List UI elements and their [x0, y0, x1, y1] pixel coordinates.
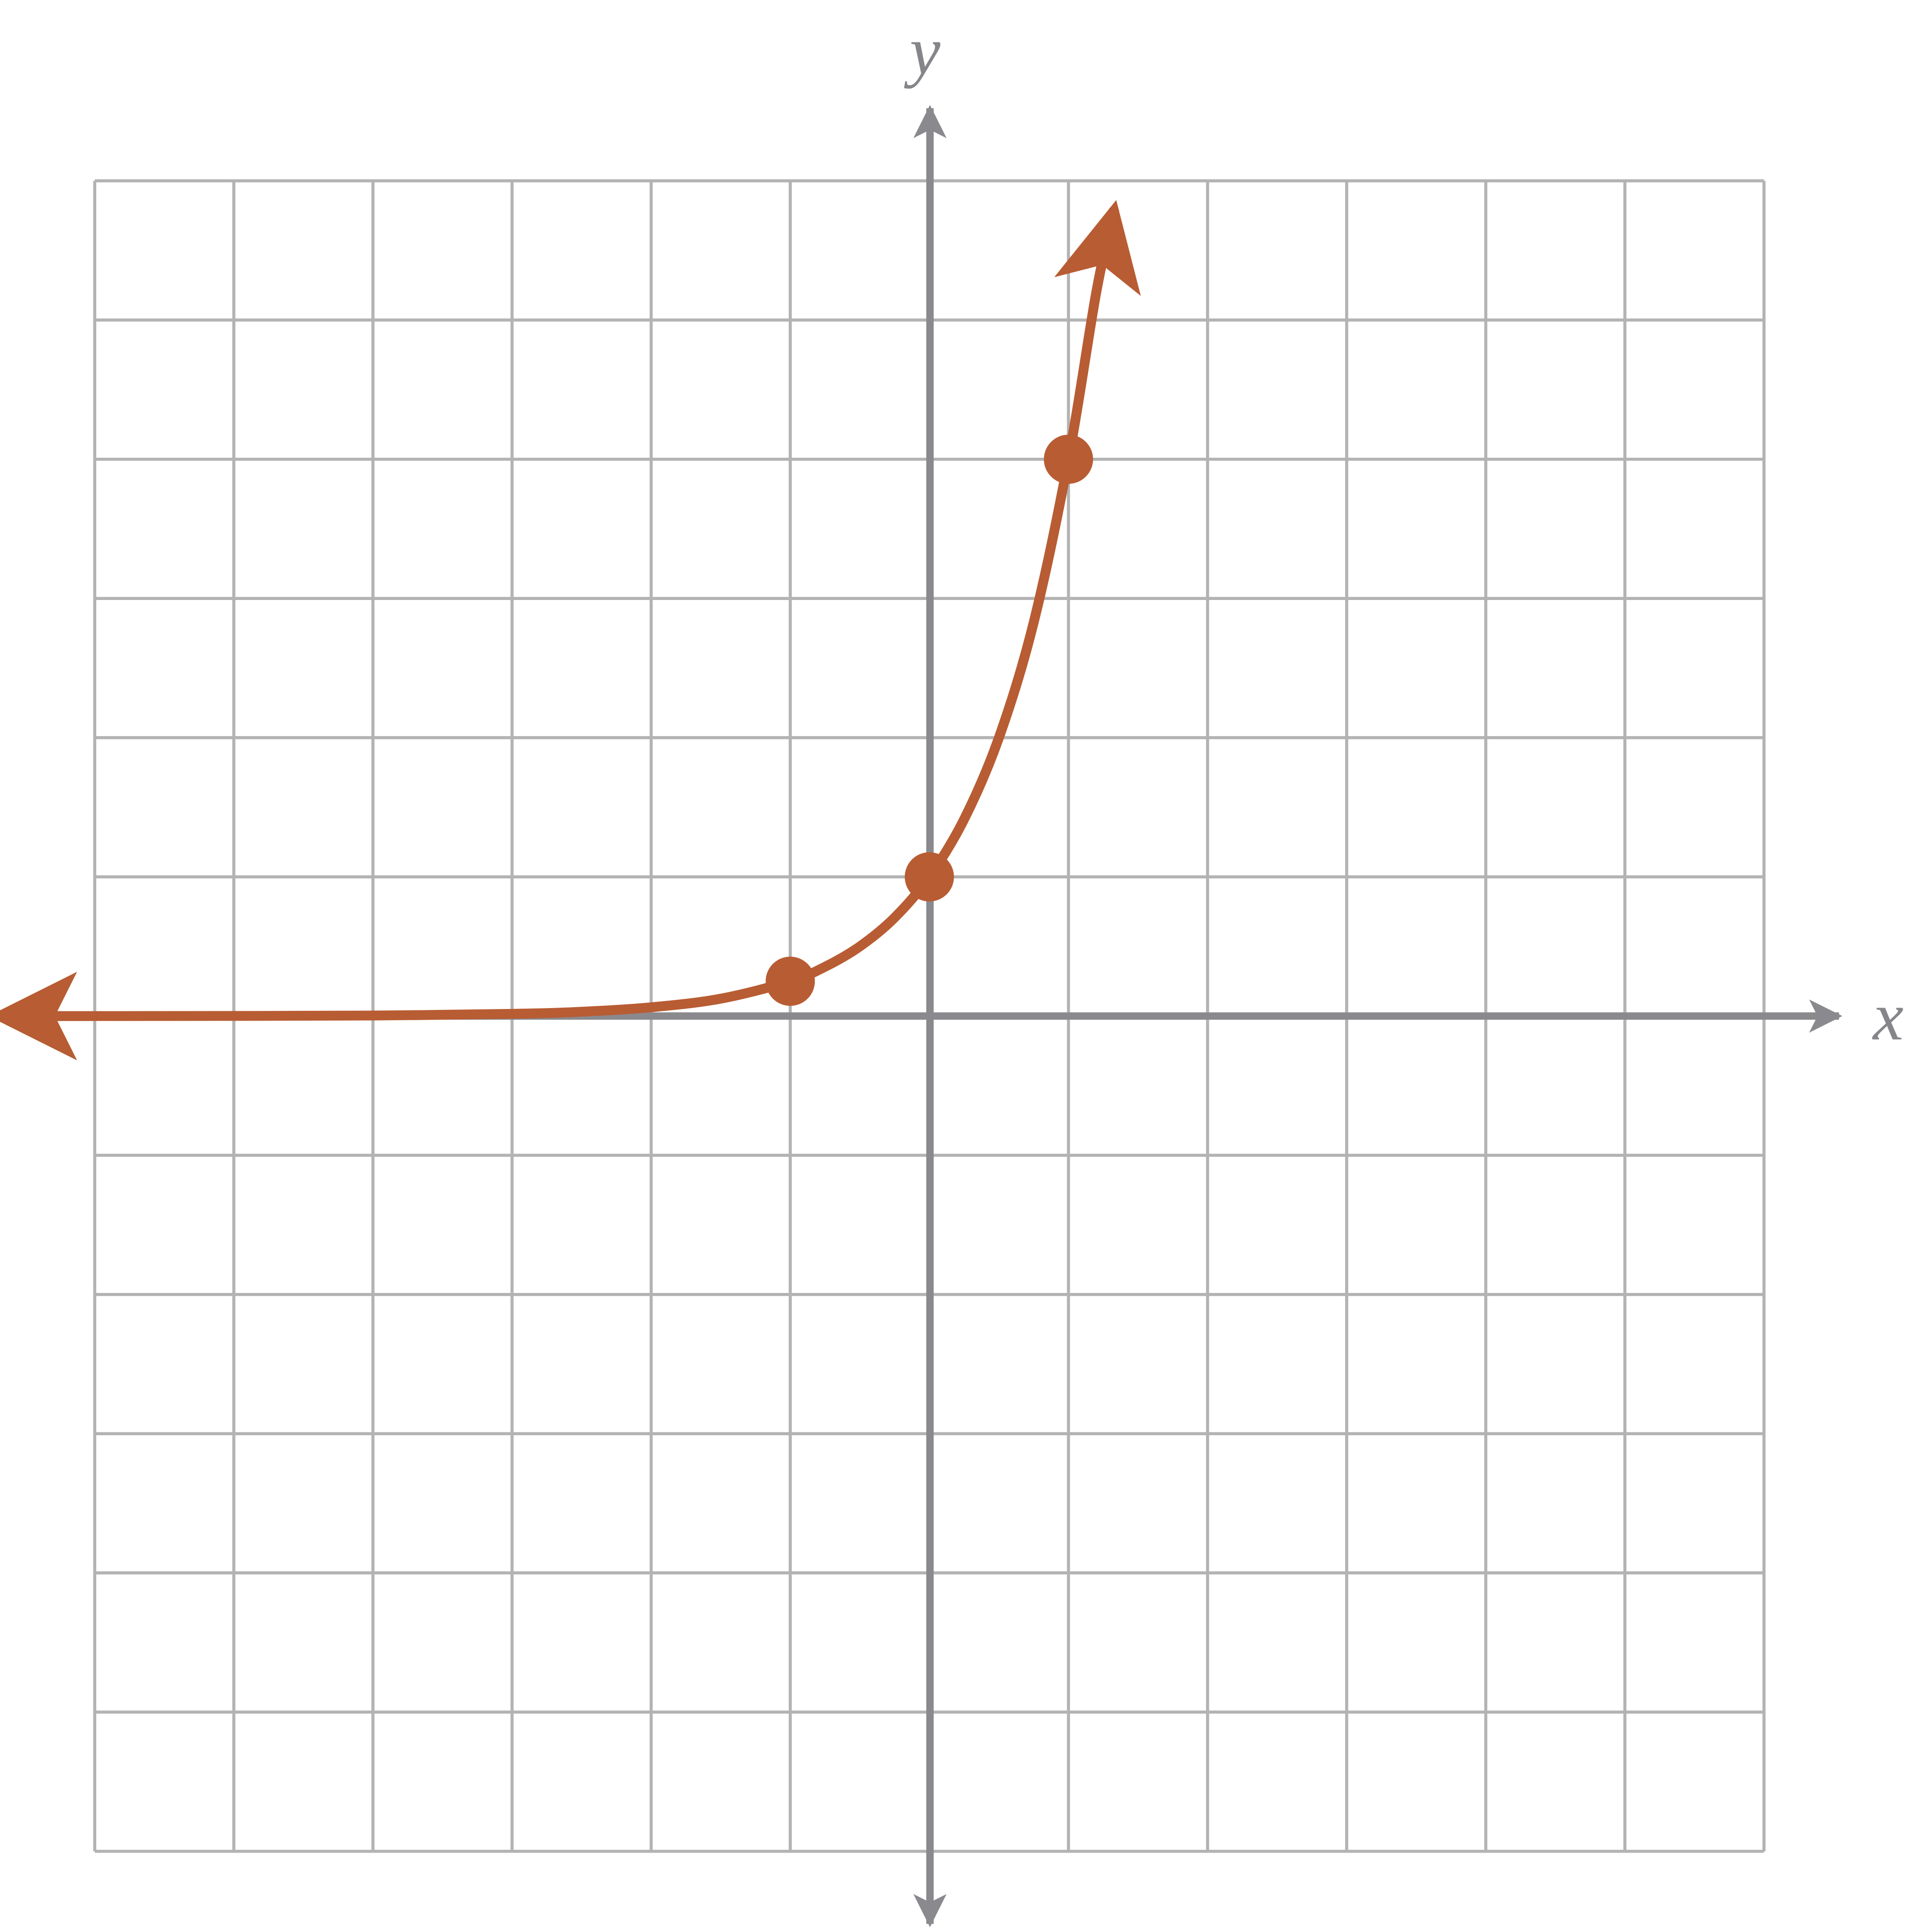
point [765, 956, 815, 1006]
plot [0, 200, 1141, 1061]
y-axis-label: y [904, 13, 941, 89]
point [1044, 435, 1093, 484]
curve [0, 200, 1141, 1061]
point [904, 852, 954, 902]
x-axis-label: x [1872, 979, 1904, 1055]
